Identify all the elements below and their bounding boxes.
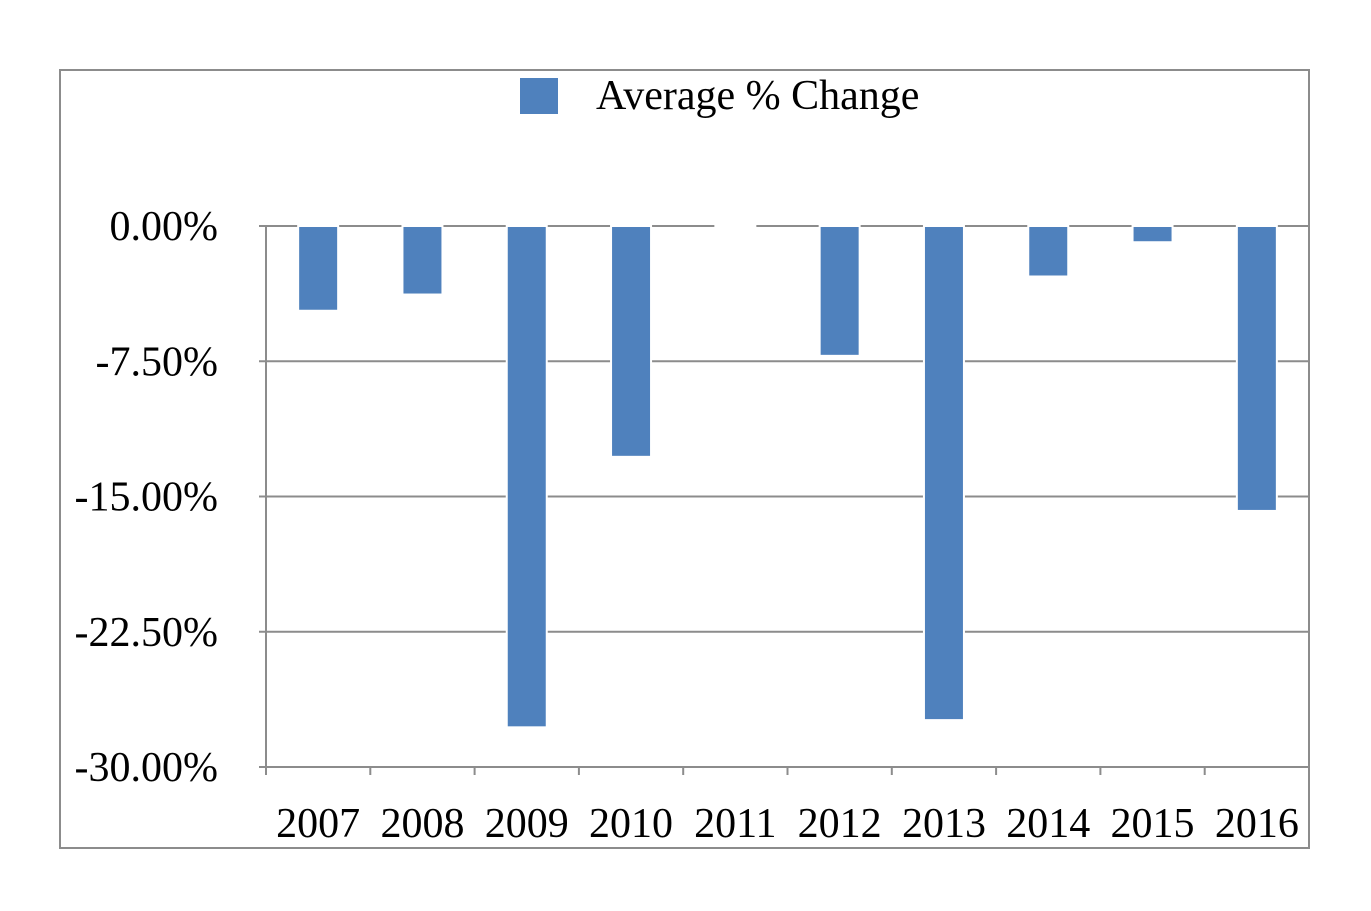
- y-tick-label: -15.00%: [75, 475, 218, 521]
- legend-swatch: [520, 78, 558, 114]
- bar-2014: [1027, 225, 1070, 278]
- bar-2013: [922, 225, 965, 722]
- y-tick-label: 0.00%: [110, 204, 219, 250]
- x-tick-label: 2014: [1006, 801, 1090, 847]
- bar-2011: [714, 225, 757, 229]
- x-tick-label: 2010: [589, 801, 673, 847]
- bar-2009: [505, 225, 548, 729]
- bar-2010: [610, 225, 653, 458]
- x-tick-label: 2008: [380, 801, 464, 847]
- x-tick-label: 2016: [1215, 801, 1299, 847]
- x-tick-label: 2007: [276, 801, 360, 847]
- x-tick-label: 2012: [798, 801, 882, 847]
- bar-2007: [297, 225, 340, 312]
- bar-2008: [401, 225, 444, 296]
- x-tick-label: 2009: [485, 801, 569, 847]
- bar-2016: [1235, 225, 1278, 512]
- chart-frame: [59, 69, 1310, 849]
- x-tick-label: 2015: [1111, 801, 1195, 847]
- y-tick-label: -22.50%: [75, 610, 218, 656]
- legend: Average % Change: [520, 73, 920, 119]
- x-tick-label: 2013: [902, 801, 986, 847]
- y-tick-label: -30.00%: [75, 745, 218, 791]
- bar-2015: [1131, 225, 1174, 244]
- x-tick-label: 2011: [694, 801, 776, 847]
- bar-2012: [818, 225, 861, 357]
- y-tick-label: -7.50%: [96, 339, 218, 385]
- legend-label: Average % Change: [596, 73, 920, 119]
